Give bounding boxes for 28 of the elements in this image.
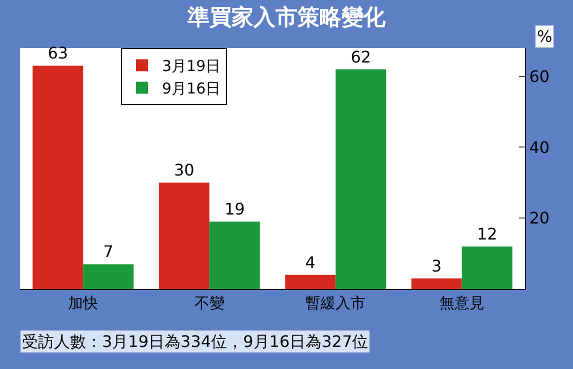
bar — [209, 222, 260, 289]
y-tick-label: 60 — [529, 66, 550, 86]
data-label: 4 — [305, 252, 316, 272]
bar — [285, 274, 336, 289]
text: 受訪人數：3月19日為334位，9月16日為327位 — [22, 332, 368, 351]
bar — [83, 264, 134, 289]
bar — [336, 69, 386, 289]
legend-label: 3月19日 — [162, 57, 221, 76]
data-label: 63 — [48, 44, 68, 63]
y-axis-title: % — [537, 27, 552, 46]
bar — [411, 278, 462, 289]
y-tick-label: 20 — [529, 208, 550, 228]
x-tick-label: 暫緩入市 — [306, 294, 366, 312]
x-tick-label: 無意見 — [439, 294, 484, 312]
data-label: 19 — [224, 200, 245, 219]
bar — [158, 182, 210, 289]
data-label: 7 — [103, 242, 114, 262]
chart-title: 準買家入市策略變化 — [186, 4, 386, 31]
data-label: 62 — [350, 47, 372, 66]
bar — [462, 246, 512, 289]
data-label: 3 — [432, 256, 442, 276]
legend-label: 9月16日 — [162, 80, 221, 98]
y-tick-label: 40 — [529, 138, 550, 157]
data-label: 12 — [476, 224, 498, 244]
data-label: 30 — [174, 160, 194, 180]
x-tick-label: 加快 — [68, 294, 98, 312]
x-tick-label: 不變 — [194, 294, 224, 312]
bar — [32, 66, 84, 289]
